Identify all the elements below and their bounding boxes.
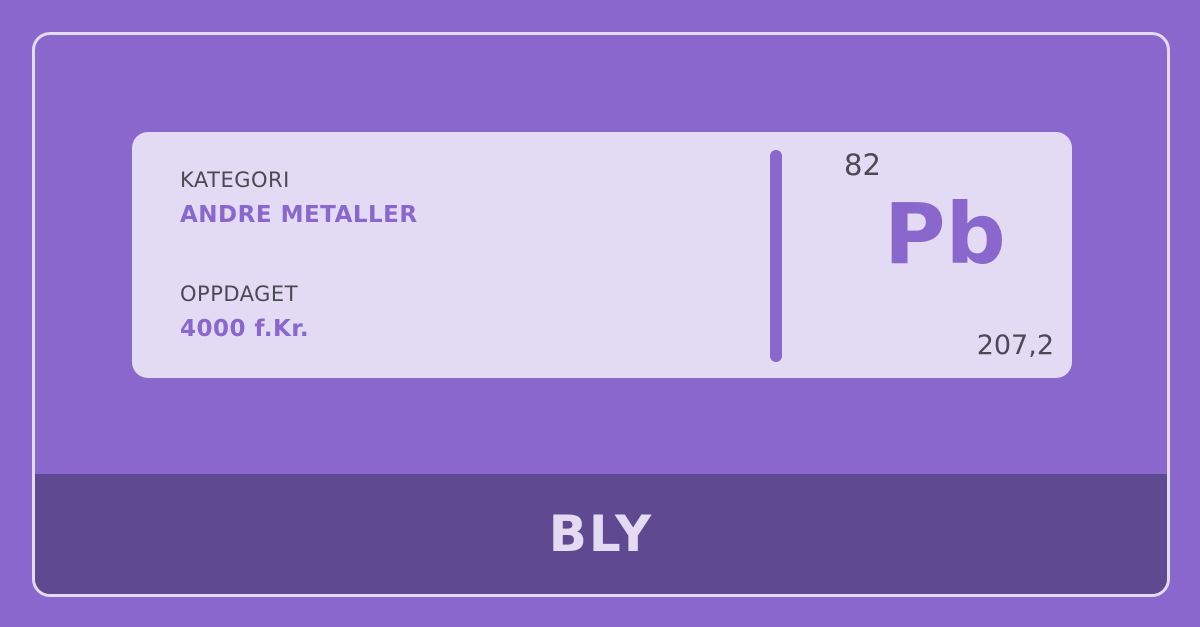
element-name-bar: BLY (35, 474, 1167, 594)
element-name: BLY (548, 505, 654, 563)
card-divider (770, 150, 782, 362)
category-label: KATEGORI (180, 168, 290, 192)
atomic-mass: 207,2 (976, 330, 1054, 361)
element-symbol: Pb (884, 185, 1006, 283)
category-value: ANDRE METALLER (180, 202, 418, 228)
discovered-value: 4000 f.Kr. (180, 316, 310, 342)
element-frame: KATEGORI ANDRE METALLER OPPDAGET 4000 f.… (32, 32, 1170, 597)
discovered-label: OPPDAGET (180, 282, 299, 306)
atomic-number: 82 (844, 148, 881, 182)
element-card: KATEGORI ANDRE METALLER OPPDAGET 4000 f.… (132, 132, 1072, 378)
